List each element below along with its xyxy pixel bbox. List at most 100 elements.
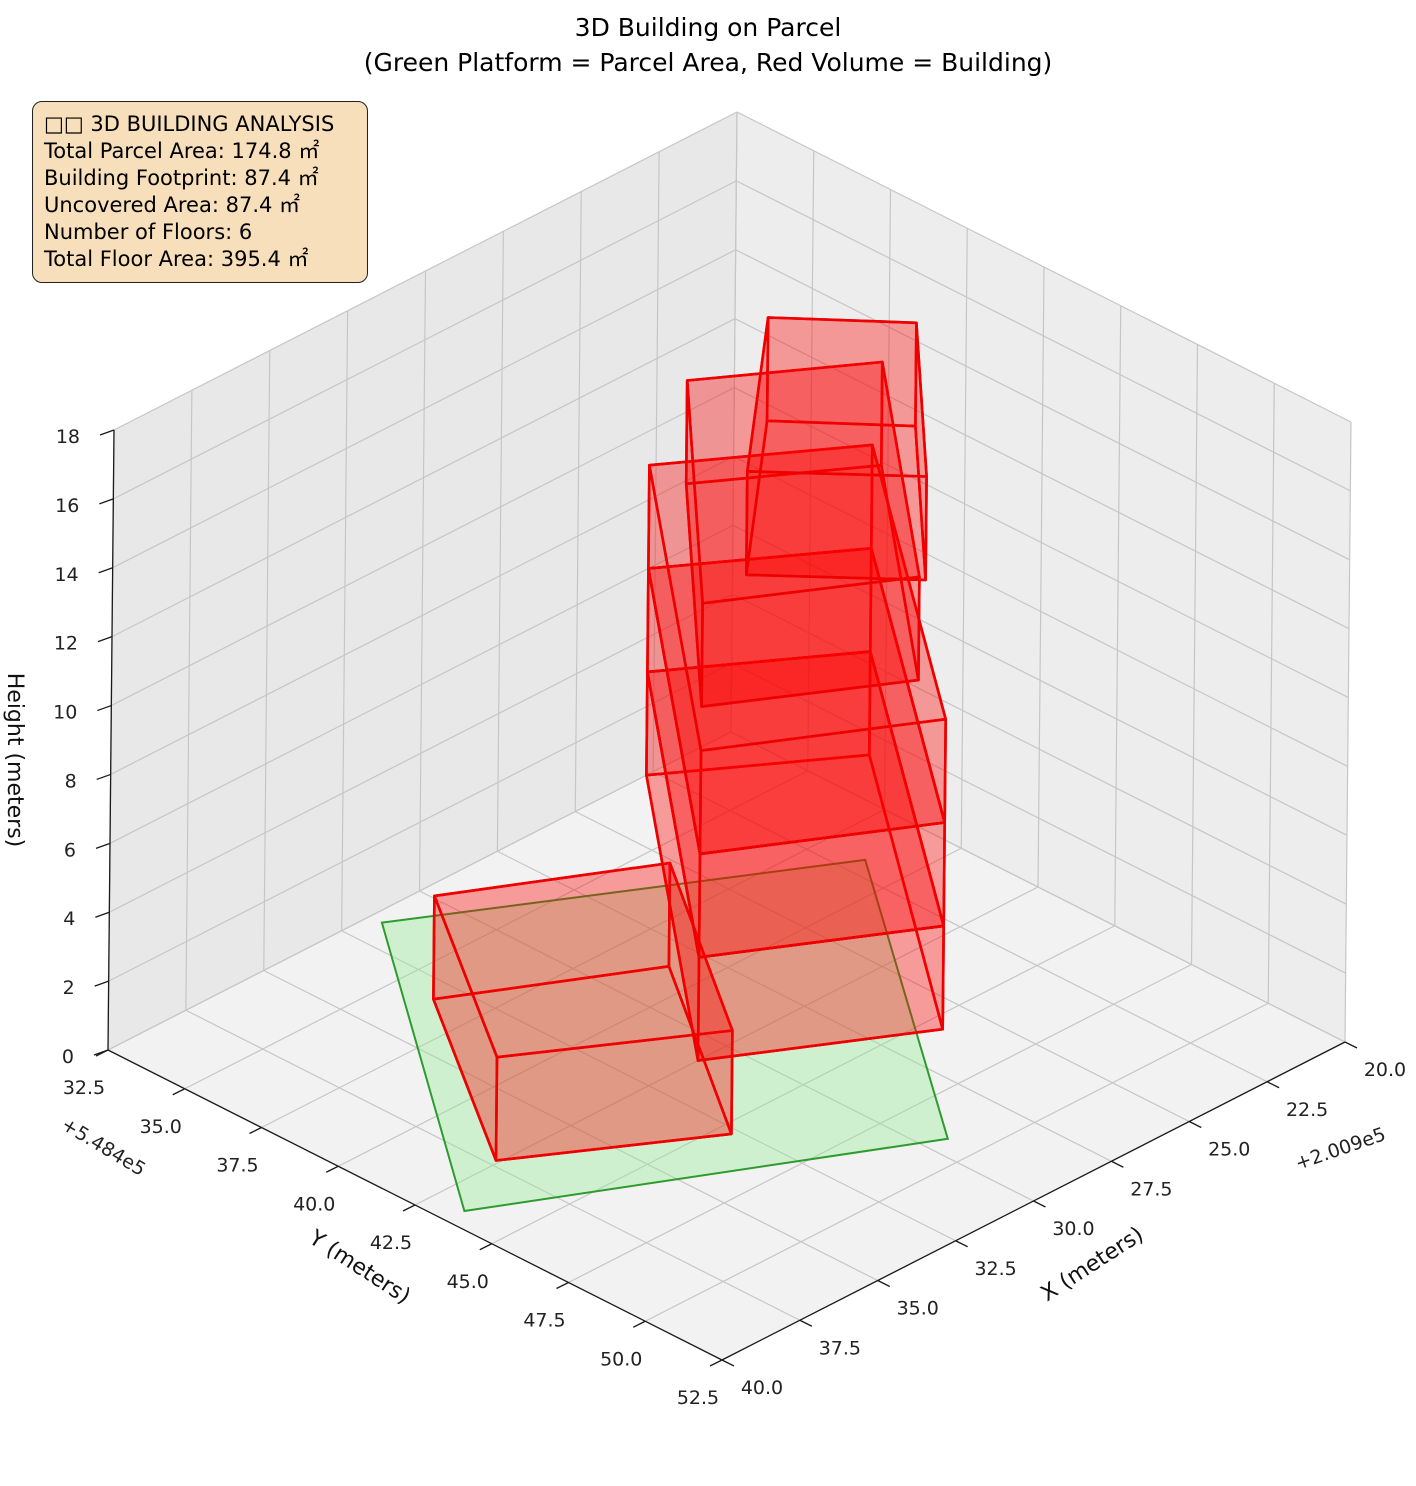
gridline-z-left bbox=[111, 387, 735, 707]
z-tick-label: 8 bbox=[65, 770, 77, 792]
gridline-y-wall bbox=[1190, 344, 1199, 965]
gridline-y-floor bbox=[414, 886, 1039, 1206]
gridline-z-left bbox=[111, 318, 736, 638]
y-tick-label: 42.5 bbox=[370, 1232, 412, 1254]
gridline-z-left bbox=[110, 455, 734, 775]
y-tick bbox=[172, 1088, 186, 1096]
z-tick-label: 0 bbox=[62, 1046, 74, 1068]
chart-title: 3D Building on Parcel bbox=[575, 13, 842, 42]
floor-top-face bbox=[745, 316, 928, 478]
y-tick bbox=[556, 1281, 569, 1290]
z-tick bbox=[94, 980, 109, 987]
x-tick-label: 35.0 bbox=[897, 1298, 939, 1320]
building-floor-4 bbox=[647, 443, 948, 856]
gridline-z-right bbox=[733, 455, 1348, 767]
info-total-floor-area: Total Floor Area: 395.4 ㎡ bbox=[44, 247, 309, 271]
gridline-y-floor bbox=[184, 770, 809, 1090]
z-tick-label: 12 bbox=[54, 633, 78, 655]
z-tick-label: 2 bbox=[63, 977, 75, 999]
z-tick bbox=[99, 498, 114, 505]
y-tick-label: 47.5 bbox=[523, 1310, 565, 1332]
gridline-x-wall bbox=[574, 191, 582, 812]
z-tick bbox=[99, 429, 115, 436]
gridline-z-left bbox=[113, 180, 737, 500]
floor-top-face bbox=[648, 443, 948, 752]
info-uncovered-area: Uncovered Area: 87.4 ㎡ bbox=[44, 193, 301, 217]
z-tick-label: 6 bbox=[64, 839, 76, 861]
gridline-z-right bbox=[734, 387, 1349, 699]
z-tick-label: 18 bbox=[56, 426, 80, 448]
x-tick-label: 37.5 bbox=[819, 1337, 861, 1359]
y-tick-label: 32.5 bbox=[63, 1077, 105, 1099]
y-tick-label: 50.0 bbox=[600, 1348, 642, 1370]
gridline-z-right bbox=[734, 318, 1350, 630]
gridline-z-right bbox=[736, 180, 1351, 492]
y-tick bbox=[709, 1359, 723, 1367]
floor-top-face bbox=[433, 861, 734, 1059]
x-tick-label: 27.5 bbox=[1130, 1178, 1172, 1200]
chart-subtitle: (Green Platform = Parcel Area, Red Volum… bbox=[364, 48, 1053, 77]
gridline-y-wall bbox=[1037, 266, 1045, 888]
x-tick-label: 25.0 bbox=[1208, 1139, 1250, 1161]
gridline-y-wall bbox=[807, 150, 815, 771]
gridline-y-wall bbox=[960, 228, 968, 849]
gridline-y-floor bbox=[568, 963, 1192, 1284]
y-tick-label: 35.0 bbox=[140, 1116, 182, 1138]
x-tick bbox=[877, 1279, 891, 1288]
x-tick bbox=[1111, 1160, 1124, 1168]
z-tick bbox=[95, 842, 111, 849]
y-tick bbox=[325, 1165, 339, 1173]
gridline-x-wall bbox=[185, 390, 193, 1011]
gridline-z-right bbox=[730, 731, 1346, 1043]
z-tick bbox=[96, 773, 111, 781]
parcel-platform bbox=[380, 858, 950, 1213]
gridline-x-wall bbox=[496, 231, 504, 852]
y-tick-label: 40.0 bbox=[293, 1193, 335, 1215]
gridline-z-left bbox=[112, 249, 736, 569]
info-number-of-floors: Number of Floors: 6 bbox=[44, 220, 253, 244]
x-offset-label: +2.009e5 bbox=[1292, 1123, 1388, 1174]
axes-ticks: 20.0 22.5 25.0 27.5 30.0 32.5 35.0 37.5 40.0 32.5… bbox=[53, 426, 1406, 1409]
gridline-z-left bbox=[113, 111, 738, 431]
y-tick-label: 52.5 bbox=[677, 1387, 719, 1409]
x-tick bbox=[721, 1359, 735, 1367]
gridline-x-wall bbox=[418, 270, 427, 892]
gridline-y-wall bbox=[730, 111, 738, 733]
y-tick bbox=[402, 1204, 416, 1212]
x-tick bbox=[799, 1319, 813, 1327]
y-offset-label: +5.484e5 bbox=[57, 1113, 149, 1180]
gridline-x-wall bbox=[652, 151, 660, 772]
x-tick bbox=[1266, 1081, 1280, 1089]
gridline-y-floor bbox=[261, 808, 885, 1129]
z-axis-label: Height (meters) bbox=[2, 673, 27, 848]
analysis-info-box: □□ 3D BUILDING ANALYSIS Total Parcel Are… bbox=[32, 101, 368, 283]
gridline-y-wall bbox=[1344, 421, 1352, 1043]
z-tick-label: 4 bbox=[63, 908, 75, 930]
y-tick bbox=[479, 1243, 493, 1251]
plot-area bbox=[380, 316, 950, 1213]
gridline-z-left bbox=[109, 593, 733, 913]
floor-top-face bbox=[685, 360, 921, 605]
info-building-footprint: Building Footprint: 87.4 ㎡ bbox=[44, 166, 319, 190]
gridline-z-right bbox=[731, 662, 1346, 974]
info-total-parcel-area: Total Parcel Area: 174.8 ㎡ bbox=[44, 139, 320, 163]
y-tick-label: 37.5 bbox=[216, 1155, 258, 1177]
gridline-x-wall bbox=[263, 350, 271, 971]
z-tick bbox=[95, 911, 110, 918]
gridline-z-left bbox=[108, 662, 732, 982]
x-tick-label: 20.0 bbox=[1364, 1059, 1406, 1081]
axes-gridlines bbox=[107, 111, 1352, 1361]
z-tick-label: 10 bbox=[53, 702, 77, 724]
y-tick-label: 45.0 bbox=[447, 1271, 489, 1293]
gridline-x-wall bbox=[341, 310, 349, 931]
floor-side-face bbox=[744, 470, 928, 582]
z-axis-line bbox=[107, 429, 115, 1051]
gridline-y-wall bbox=[1114, 305, 1122, 926]
z-tick bbox=[97, 636, 113, 643]
gridline-y-wall bbox=[1267, 383, 1275, 1004]
x-tick-label: 30.0 bbox=[1052, 1218, 1094, 1240]
z-tick-label: 14 bbox=[54, 564, 78, 586]
gridline-z-right bbox=[736, 111, 1352, 423]
z-tick-label: 16 bbox=[55, 495, 79, 517]
